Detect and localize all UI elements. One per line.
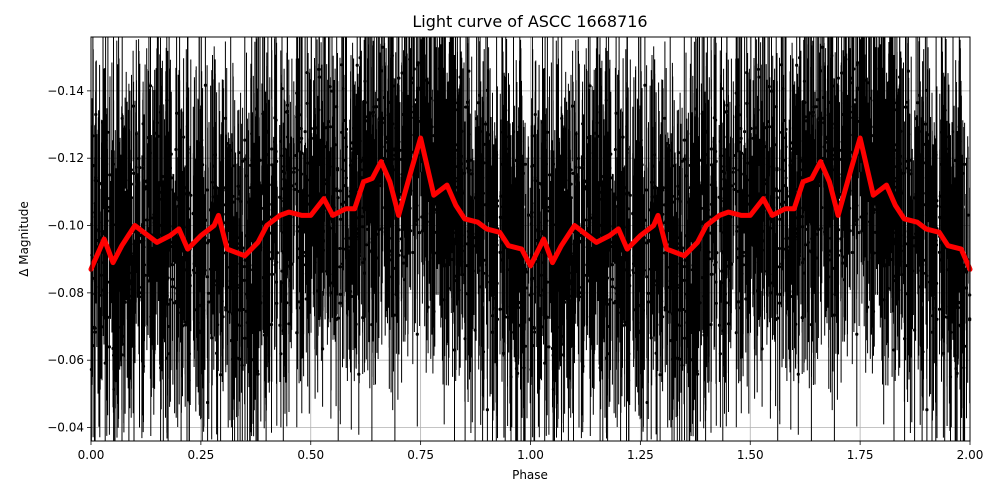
x-tick-label: 0.75 xyxy=(407,448,434,462)
x-axis-ticks: 0.00 0.25 0.50 0.75 1.00 1.25 1.50 1.75 2.00 xyxy=(78,441,984,462)
x-axis-label: Phase xyxy=(512,468,548,482)
x-tick-label: 1.50 xyxy=(737,448,764,462)
x-tick-label: 0.25 xyxy=(188,448,215,462)
chart-title: Light curve of ASCC 1668716 xyxy=(412,12,648,31)
x-tick-label: 1.75 xyxy=(847,448,874,462)
x-tick-label: 0.50 xyxy=(297,448,324,462)
y-tick-label: −0.12 xyxy=(47,151,84,165)
x-tick-label: 1.00 xyxy=(517,448,544,462)
y-axis-ticks: −0.14 −0.12 −0.10 −0.08 −0.06 −0.04 xyxy=(47,84,91,435)
y-tick-label: −0.08 xyxy=(47,286,84,300)
y-tick-label: −0.10 xyxy=(47,219,84,233)
y-tick-label: −0.06 xyxy=(47,353,84,367)
binned-mean-line xyxy=(88,135,973,272)
y-tick-label: −0.14 xyxy=(47,84,84,98)
x-tick-label: 1.25 xyxy=(627,448,654,462)
observation-points xyxy=(89,37,972,441)
y-tick-label: −0.04 xyxy=(47,421,84,435)
x-tick-label: 2.00 xyxy=(957,448,984,462)
x-tick-label: 0.00 xyxy=(78,448,105,462)
